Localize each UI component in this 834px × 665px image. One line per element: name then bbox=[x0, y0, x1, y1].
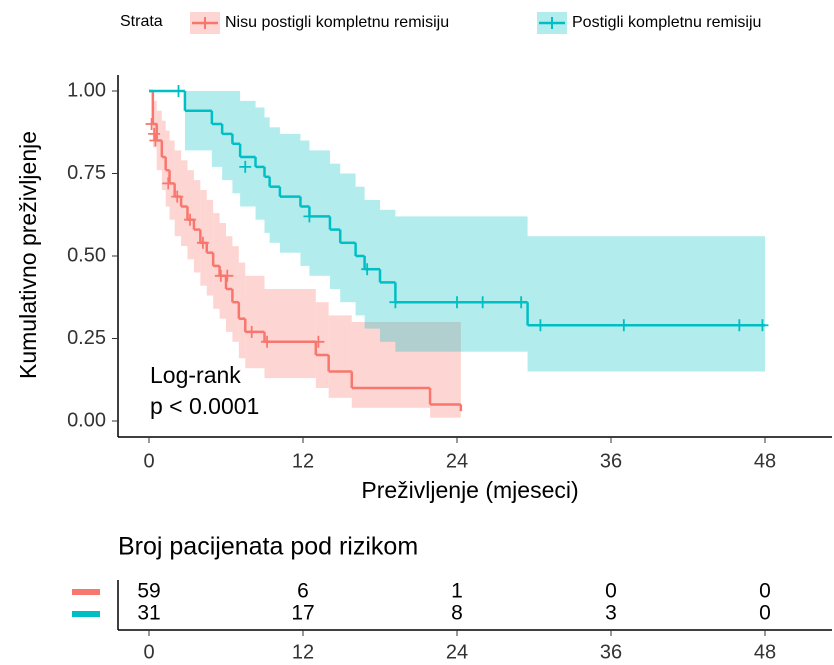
censor-mark bbox=[617, 319, 630, 332]
x-tick-label: 0 bbox=[143, 450, 154, 472]
confidence-band bbox=[245, 275, 265, 369]
confidence-band bbox=[240, 100, 256, 207]
censor-mark bbox=[389, 296, 402, 309]
legend-label: Nisu postigli kompletnu remisiju bbox=[225, 14, 449, 31]
confidence-band bbox=[184, 91, 212, 151]
y-tick-label: 0.25 bbox=[67, 327, 106, 349]
confidence-band bbox=[315, 302, 329, 388]
risk-count: 31 bbox=[137, 602, 160, 625]
confidence-band bbox=[309, 150, 330, 276]
censor-mark bbox=[261, 335, 274, 348]
confidence-band bbox=[238, 262, 246, 359]
censor-mark bbox=[149, 134, 162, 147]
confidence-band bbox=[328, 315, 352, 398]
annotation: p < 0.0001 bbox=[150, 393, 259, 419]
confidence-band bbox=[219, 223, 226, 319]
confidence-band bbox=[161, 120, 166, 190]
y-axis-title: Kumulativno preživljenje bbox=[15, 131, 41, 379]
risk-count: 0 bbox=[759, 602, 771, 625]
confidence-band bbox=[255, 107, 265, 220]
confidence-band bbox=[211, 91, 223, 167]
confidence-band bbox=[264, 117, 270, 233]
legend-title: Strata bbox=[120, 13, 163, 30]
confidence-band bbox=[169, 140, 175, 220]
censor-mark bbox=[245, 325, 258, 338]
annotation: Log-rank bbox=[150, 362, 241, 388]
confidence-band bbox=[351, 322, 431, 408]
confidence-band bbox=[232, 91, 241, 194]
y-tick-label: 1.00 bbox=[67, 79, 106, 101]
risk-count: 59 bbox=[137, 580, 160, 603]
censor-mark bbox=[733, 319, 746, 332]
risk-count: 1 bbox=[451, 580, 463, 603]
confidence-band bbox=[213, 213, 220, 309]
confidence-band bbox=[232, 246, 239, 342]
censor-mark bbox=[172, 85, 185, 97]
confidence-band bbox=[355, 186, 365, 316]
censor-mark bbox=[221, 269, 234, 282]
confidence-band bbox=[165, 130, 170, 207]
censor-mark bbox=[196, 236, 209, 249]
censor-mark bbox=[361, 263, 374, 276]
confidence-band bbox=[269, 127, 280, 243]
risk-count: 17 bbox=[291, 602, 314, 625]
confidence-band bbox=[430, 322, 461, 418]
confidence-band bbox=[181, 160, 188, 247]
censor-mark bbox=[171, 190, 184, 203]
risk-x-tick-label: 0 bbox=[143, 641, 154, 663]
legend-label: Postigli kompletnu remisiju bbox=[572, 14, 761, 31]
risk-count: 0 bbox=[605, 580, 617, 603]
censor-mark bbox=[303, 210, 316, 223]
x-tick-label: 48 bbox=[754, 450, 776, 472]
risk-x-tick-label: 12 bbox=[292, 641, 314, 663]
confidence-band bbox=[300, 140, 310, 266]
censor-mark bbox=[534, 319, 547, 332]
risk-table-title: Broj pacijenata pod rizikom bbox=[118, 533, 418, 561]
confidence-band bbox=[364, 199, 380, 329]
risk-count: 3 bbox=[605, 602, 617, 625]
risk-count: 6 bbox=[297, 580, 309, 603]
confidence-band bbox=[527, 236, 765, 372]
confidence-band bbox=[329, 163, 341, 289]
x-tick-label: 12 bbox=[292, 450, 314, 472]
confidence-band bbox=[226, 236, 233, 332]
censor-mark bbox=[184, 213, 197, 226]
confidence-band bbox=[264, 289, 316, 379]
y-tick-label: 0.75 bbox=[67, 162, 106, 184]
confidence-band bbox=[206, 199, 214, 296]
x-tick-label: 24 bbox=[446, 450, 468, 472]
censor-mark bbox=[239, 160, 252, 173]
censor-mark bbox=[162, 177, 175, 190]
censor-mark bbox=[145, 118, 158, 130]
risk-x-tick-label: 48 bbox=[754, 641, 776, 663]
censor-mark bbox=[476, 296, 489, 309]
confidence-band bbox=[222, 91, 233, 181]
confidence-band bbox=[279, 133, 301, 253]
censor-mark bbox=[756, 319, 769, 332]
confidence-band bbox=[193, 180, 201, 273]
y-tick-label: 0.00 bbox=[67, 409, 106, 431]
risk-x-tick-label: 36 bbox=[600, 641, 622, 663]
censor-mark bbox=[312, 335, 325, 348]
risk-count: 0 bbox=[759, 580, 771, 603]
confidence-band bbox=[380, 209, 396, 342]
confidence-band bbox=[395, 216, 528, 352]
y-tick-label: 0.50 bbox=[67, 244, 106, 266]
risk-count: 8 bbox=[451, 602, 463, 625]
x-tick-label: 36 bbox=[600, 450, 622, 472]
censor-mark bbox=[148, 127, 161, 140]
censor-mark bbox=[515, 296, 528, 309]
confidence-band bbox=[340, 173, 356, 303]
censor-mark bbox=[451, 296, 463, 309]
x-axis-title: Preživljenje (mjeseci) bbox=[361, 477, 578, 503]
risk-x-tick-label: 24 bbox=[446, 641, 468, 663]
